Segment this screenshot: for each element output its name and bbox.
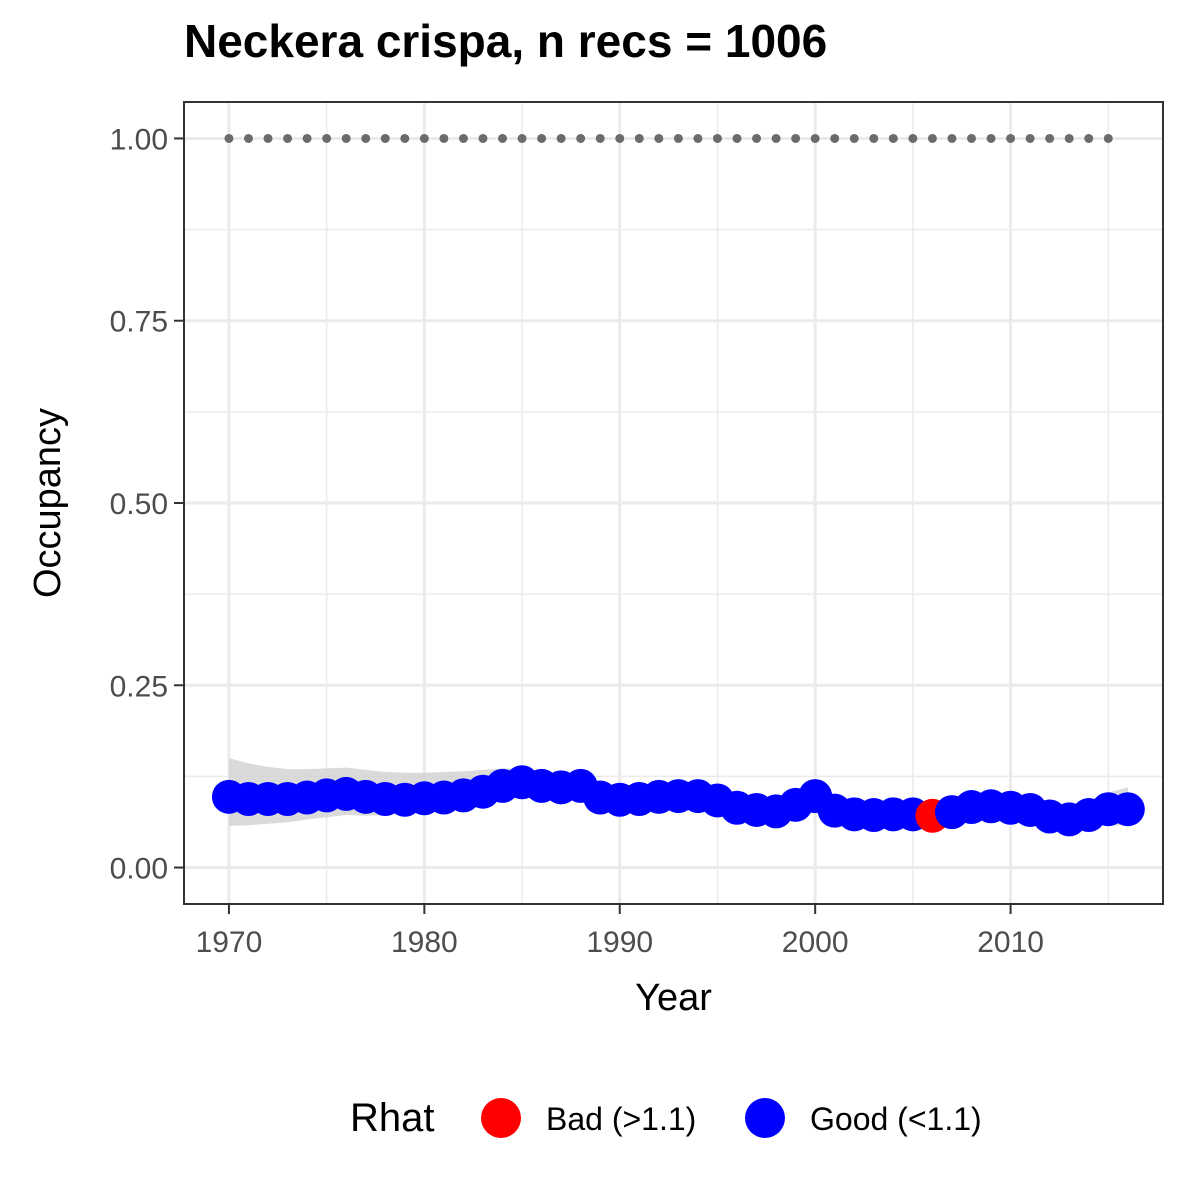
y-tick-label: 0.75 bbox=[110, 306, 168, 339]
upper-bound-point bbox=[634, 133, 644, 143]
plot-area: 0.00 0.25 0.50 0.75 1.00 1970 1980 1990 2000 2010… bbox=[27, 101, 1164, 1019]
chart-title: Neckera crispa, n recs = 1006 bbox=[184, 15, 828, 67]
x-tick-label: 1970 bbox=[196, 926, 263, 959]
upper-bound-point bbox=[1025, 133, 1035, 143]
upper-bound-point bbox=[791, 133, 801, 143]
upper-bound-point bbox=[458, 133, 468, 143]
occupancy-point-good bbox=[1110, 792, 1145, 827]
upper-bound-point bbox=[908, 133, 918, 143]
upper-bound-point bbox=[361, 133, 371, 143]
upper-bound-point bbox=[498, 133, 508, 143]
y-tick-label: 0.50 bbox=[110, 488, 168, 521]
upper-bound-point bbox=[243, 133, 253, 143]
legend: Rhat Bad (>1.1) Good (<1.1) bbox=[0, 1086, 1200, 1156]
upper-bound-point bbox=[537, 133, 547, 143]
x-tick-label: 1990 bbox=[586, 926, 653, 959]
upper-bound-point bbox=[556, 133, 566, 143]
x-tick-label: 2000 bbox=[782, 926, 849, 959]
upper-bound-point bbox=[341, 133, 351, 143]
upper-bound-point bbox=[576, 133, 586, 143]
legend-label-good: Good (<1.1) bbox=[810, 1101, 982, 1137]
upper-bound-point bbox=[419, 133, 429, 143]
upper-bound-point bbox=[224, 133, 234, 143]
upper-bound-point bbox=[439, 133, 449, 143]
upper-bound-point bbox=[1045, 133, 1055, 143]
upper-bound-point bbox=[302, 133, 312, 143]
x-tick-label: 1980 bbox=[391, 926, 458, 959]
upper-bound-point bbox=[1006, 133, 1016, 143]
upper-bound-point bbox=[1064, 133, 1074, 143]
upper-bound-point bbox=[380, 133, 390, 143]
upper-bound-point bbox=[654, 133, 664, 143]
upper-bound-series bbox=[224, 133, 1113, 143]
upper-bound-point bbox=[732, 133, 742, 143]
upper-bound-point bbox=[986, 133, 996, 143]
y-tick-label: 0.25 bbox=[110, 670, 168, 703]
legend-key-bad bbox=[481, 1098, 521, 1138]
legend-label-bad: Bad (>1.1) bbox=[546, 1101, 697, 1137]
axes: 0.00 0.25 0.50 0.75 1.00 1970 1980 1990 2000 2010 bbox=[110, 123, 1044, 959]
upper-bound-point bbox=[673, 133, 683, 143]
upper-bound-point bbox=[869, 133, 879, 143]
y-axis-title: Occupancy bbox=[27, 408, 69, 598]
upper-bound-point bbox=[771, 133, 781, 143]
upper-bound-point bbox=[849, 133, 859, 143]
y-tick-label: 1.00 bbox=[110, 123, 168, 156]
legend-title: Rhat bbox=[350, 1096, 435, 1140]
upper-bound-point bbox=[693, 133, 703, 143]
upper-bound-point bbox=[615, 133, 625, 143]
upper-bound-point bbox=[400, 133, 410, 143]
x-tick-label: 2010 bbox=[977, 926, 1044, 959]
upper-bound-point bbox=[322, 133, 332, 143]
upper-bound-point bbox=[595, 133, 605, 143]
occupancy-points bbox=[211, 765, 1145, 837]
y-tick-label: 0.00 bbox=[110, 853, 168, 886]
upper-bound-point bbox=[1084, 133, 1094, 143]
upper-bound-point bbox=[263, 133, 273, 143]
upper-bound-point bbox=[966, 133, 976, 143]
upper-bound-point bbox=[517, 133, 527, 143]
legend-key-good bbox=[745, 1098, 785, 1138]
upper-bound-point bbox=[810, 133, 820, 143]
x-axis-title: Year bbox=[635, 977, 712, 1019]
upper-bound-point bbox=[888, 133, 898, 143]
upper-bound-point bbox=[927, 133, 937, 143]
upper-bound-point bbox=[712, 133, 722, 143]
upper-bound-point bbox=[830, 133, 840, 143]
upper-bound-point bbox=[1103, 133, 1113, 143]
upper-bound-point bbox=[283, 133, 293, 143]
upper-bound-point bbox=[947, 133, 957, 143]
upper-bound-point bbox=[478, 133, 488, 143]
upper-bound-point bbox=[752, 133, 762, 143]
